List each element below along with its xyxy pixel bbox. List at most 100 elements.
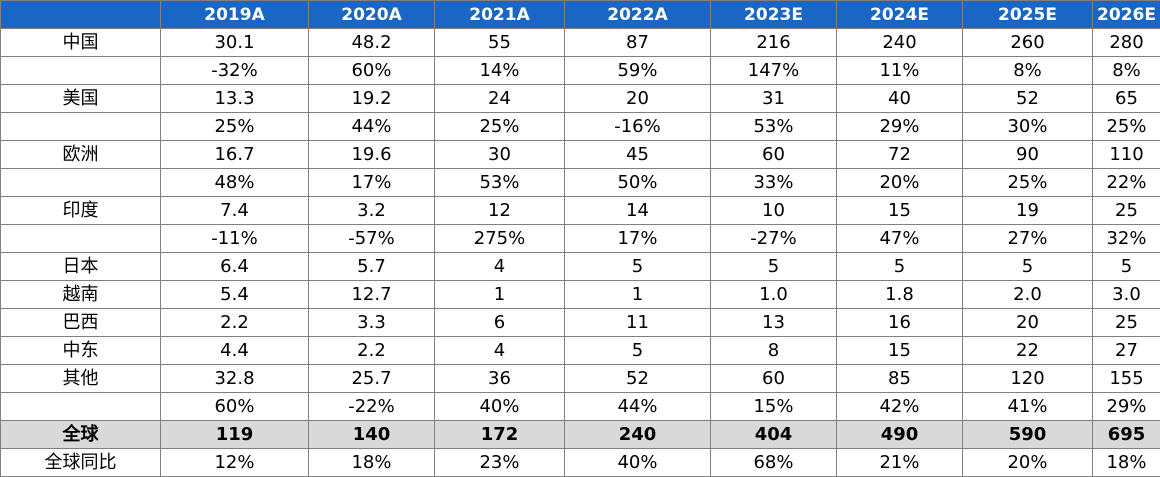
table-cell: 4.4 (161, 337, 309, 365)
table-cell: 53% (711, 113, 837, 141)
row-label (1, 113, 161, 141)
table-cell: 45 (565, 141, 711, 169)
table-cell: 6 (435, 309, 565, 337)
table-cell: -57% (309, 225, 435, 253)
table-cell: 29% (1093, 393, 1160, 421)
table-cell: 14 (565, 197, 711, 225)
row-label: 巴西 (1, 309, 161, 337)
table-cell: 2.0 (963, 281, 1093, 309)
row-label: 全球同比 (1, 449, 161, 477)
table-cell: 5 (1093, 253, 1160, 281)
growth-row: 25%44%25%-16%53%29%30%25% (1, 113, 1160, 141)
table-cell: 12 (435, 197, 565, 225)
table-cell: 5 (565, 253, 711, 281)
table-cell: 19.6 (309, 141, 435, 169)
table-cell: 280 (1093, 29, 1160, 57)
table-cell: 110 (1093, 141, 1160, 169)
row-label: 印度 (1, 197, 161, 225)
table-cell: 275% (435, 225, 565, 253)
table-cell: -16% (565, 113, 711, 141)
table-cell: 60% (161, 393, 309, 421)
row-label: 中东 (1, 337, 161, 365)
table-cell: 3.3 (309, 309, 435, 337)
row-label: 美国 (1, 85, 161, 113)
header-corner (1, 1, 161, 29)
table-cell: 1.0 (711, 281, 837, 309)
table-cell: 240 (837, 29, 963, 57)
header-year: 2023E (711, 1, 837, 29)
table-cell: 1 (435, 281, 565, 309)
header-year: 2022A (565, 1, 711, 29)
table-cell: 50% (565, 169, 711, 197)
table-cell: 17% (565, 225, 711, 253)
table-cell: 14% (435, 57, 565, 85)
table-cell: 5 (565, 337, 711, 365)
row-label: 其他 (1, 365, 161, 393)
table-cell: 5.7 (309, 253, 435, 281)
table-cell: 10 (711, 197, 837, 225)
row-label (1, 393, 161, 421)
table-cell: 60 (711, 141, 837, 169)
table-cell: 25% (963, 169, 1093, 197)
table-cell: 20% (963, 449, 1093, 477)
table-cell: 1 (565, 281, 711, 309)
table-cell: 17% (309, 169, 435, 197)
table-cell: 5 (963, 253, 1093, 281)
table-cell: 19 (963, 197, 1093, 225)
table-cell: 695 (1093, 421, 1160, 449)
table-cell: 90 (963, 141, 1093, 169)
table-cell: 25.7 (309, 365, 435, 393)
table-cell: 7.4 (161, 197, 309, 225)
growth-row: 48%17%53%50%33%20%25%22% (1, 169, 1160, 197)
growth-row: -32%60%14%59%147%11%8%8% (1, 57, 1160, 85)
table-cell: 3.0 (1093, 281, 1160, 309)
table-cell: 11% (837, 57, 963, 85)
table-cell: 31 (711, 85, 837, 113)
table-cell: 6.4 (161, 253, 309, 281)
table-cell: 25% (435, 113, 565, 141)
table-cell: 15 (837, 337, 963, 365)
table-cell: -11% (161, 225, 309, 253)
table-cell: 11 (565, 309, 711, 337)
table-cell: 52 (565, 365, 711, 393)
table-cell: 16.7 (161, 141, 309, 169)
table-cell: 48% (161, 169, 309, 197)
header-year: 2025E (963, 1, 1093, 29)
table-cell: 52 (963, 85, 1093, 113)
table-cell: 147% (711, 57, 837, 85)
row-label (1, 57, 161, 85)
table-cell: 27% (963, 225, 1093, 253)
table-cell: 25% (161, 113, 309, 141)
table-cell: 260 (963, 29, 1093, 57)
table-cell: 60 (711, 365, 837, 393)
table-cell: 15 (837, 197, 963, 225)
row-label (1, 225, 161, 253)
header-year: 2020A (309, 1, 435, 29)
header-year: 2019A (161, 1, 309, 29)
table-cell: 30.1 (161, 29, 309, 57)
table-cell: 18% (309, 449, 435, 477)
table-cell: -32% (161, 57, 309, 85)
table-cell: 53% (435, 169, 565, 197)
table-cell: 13 (711, 309, 837, 337)
table-cell: 60% (309, 57, 435, 85)
table-cell: 22 (963, 337, 1093, 365)
table-cell: -27% (711, 225, 837, 253)
table-cell: 18% (1093, 449, 1160, 477)
table-cell: -22% (309, 393, 435, 421)
table-cell: 55 (435, 29, 565, 57)
table-cell: 12% (161, 449, 309, 477)
table-cell: 29% (837, 113, 963, 141)
